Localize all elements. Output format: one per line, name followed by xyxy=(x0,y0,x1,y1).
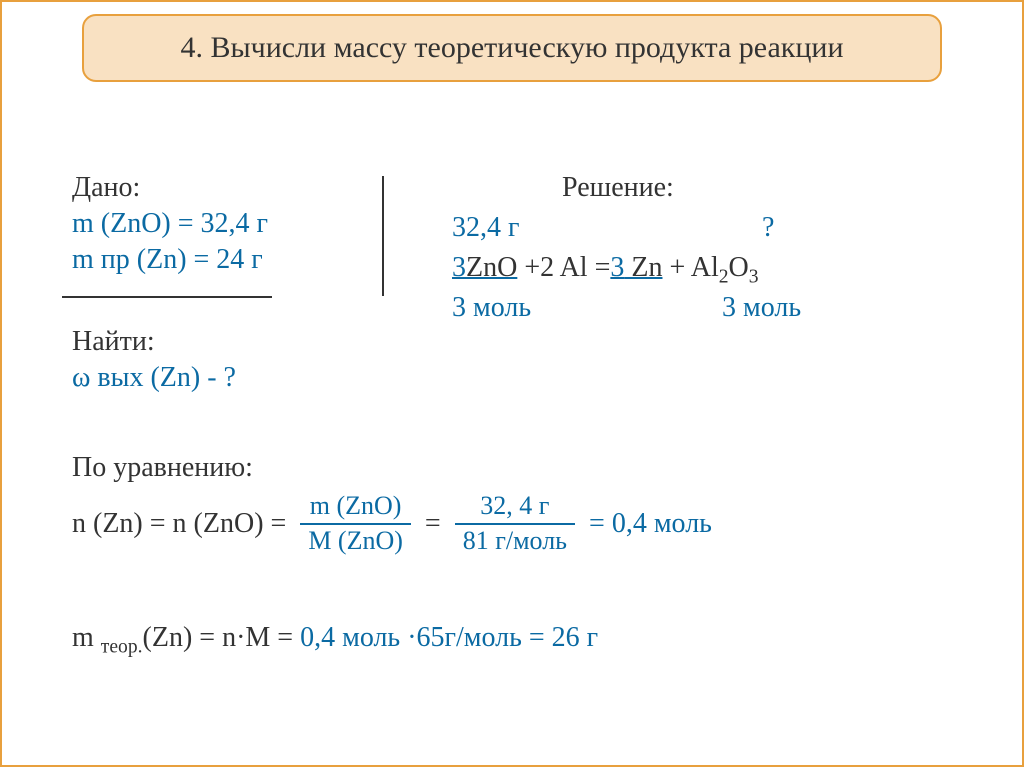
by-equation-label: По уравнению: xyxy=(72,452,253,484)
coef-product: 3 xyxy=(610,252,624,283)
moles-right: 3 моль xyxy=(722,292,801,324)
equation-tail: + Al xyxy=(662,252,718,283)
frac2-den: 81 г/моль xyxy=(455,523,575,556)
given-line-1: m (ZnO) = 32,4 г xyxy=(72,208,268,240)
equation-sub2: 3 xyxy=(749,267,759,288)
final-calc: 0,4 моль ·65г/моль = 26 г xyxy=(300,622,598,653)
equation-middle: +2 Al = xyxy=(517,252,610,283)
calc-eq1: = xyxy=(425,508,441,540)
given-block: Дано: m (ZnO) = 32,4 г m пр (Zn) = 24 г … xyxy=(72,172,268,398)
solution-label: Решение: xyxy=(562,172,674,204)
equation-o: O xyxy=(729,252,749,283)
given-separator-vertical xyxy=(382,176,384,296)
step-header: 4. Вычисли массу теоретическую продукта … xyxy=(82,14,942,82)
find-line: ω вых (Zn) - ? xyxy=(72,362,268,394)
final-result: m теор.(Zn) = n·M = 0,4 моль ·65г/моль =… xyxy=(72,622,598,659)
reaction-equation: 3ZnO +2 Al =3 Zn + Al2O3 xyxy=(452,252,759,289)
given-separator-horizontal xyxy=(62,296,272,298)
coef-reactant: 3 xyxy=(452,252,466,283)
fraction-1: m (ZnO) M (ZnO) xyxy=(300,492,411,555)
final-sub: теор. xyxy=(101,637,143,658)
find-label: Найти: xyxy=(72,326,268,358)
final-prefix: m xyxy=(72,622,101,653)
mass-over-reactant: 32,4 г xyxy=(452,212,519,244)
frac2-num: 32, 4 г xyxy=(472,492,557,523)
calc-row: n (Zn) = n (ZnO) = m (ZnO) M (ZnO) = 32,… xyxy=(72,492,712,555)
moles-left: 3 моль xyxy=(452,292,531,324)
given-label: Дано: xyxy=(72,172,268,204)
frac1-num: m (ZnO) xyxy=(302,492,410,523)
calc-lhs: n (Zn) = n (ZnO) = xyxy=(72,508,286,540)
final-mid: (Zn) = n·M = xyxy=(143,622,301,653)
product-1: Zn xyxy=(624,252,662,283)
header-title: 4. Вычисли массу теоретическую продукта … xyxy=(180,31,843,64)
mass-over-product: ? xyxy=(762,212,774,244)
fraction-2: 32, 4 г 81 г/моль xyxy=(455,492,575,555)
reactant-1: ZnO xyxy=(466,252,517,283)
frac1-den: M (ZnO) xyxy=(300,523,411,556)
equation-sub1: 2 xyxy=(719,267,729,288)
given-line-2: m пр (Zn) = 24 г xyxy=(72,244,268,276)
calc-result: = 0,4 моль xyxy=(589,508,712,540)
